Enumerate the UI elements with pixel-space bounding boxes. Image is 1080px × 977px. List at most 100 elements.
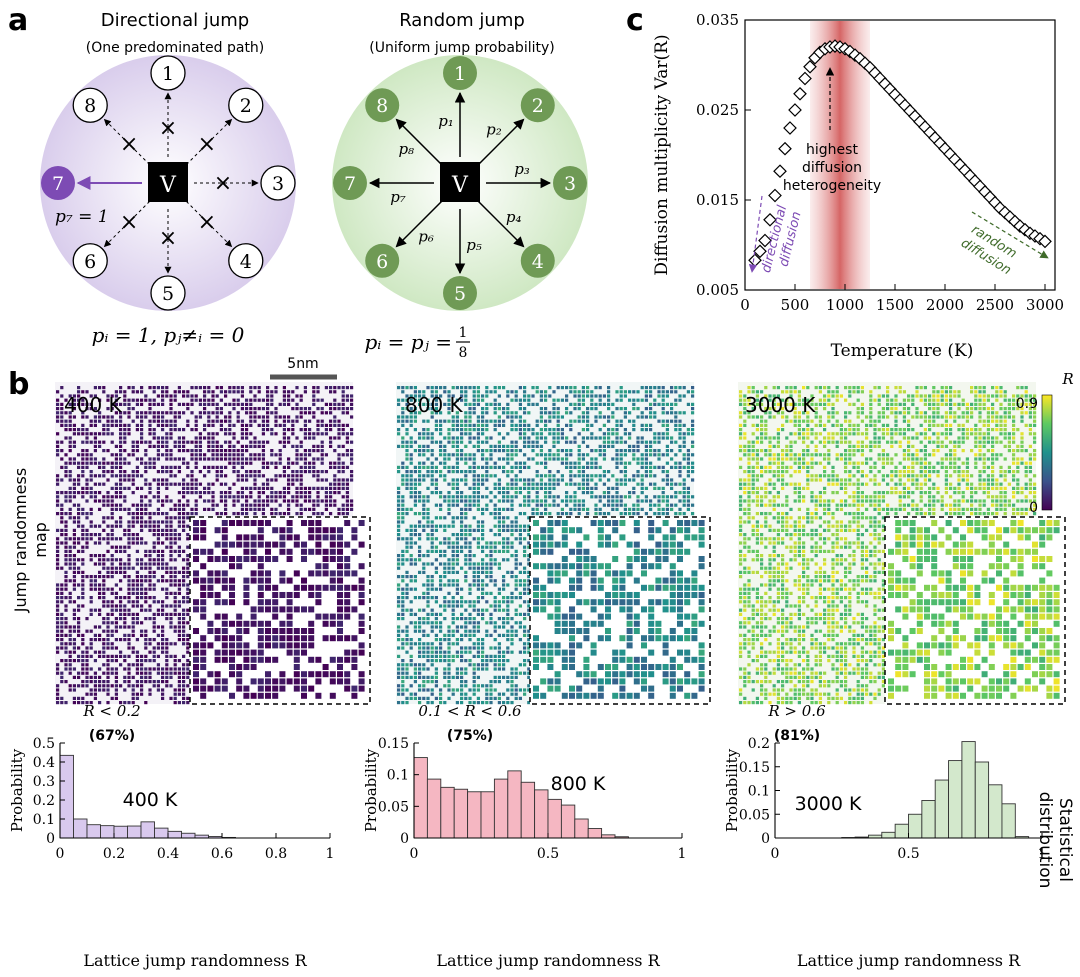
map-site [312, 499, 316, 503]
map-site [329, 503, 333, 507]
inset-site [200, 685, 207, 692]
map-site [464, 423, 468, 427]
map-site [657, 457, 661, 461]
inset-site [286, 548, 293, 555]
map-site [577, 402, 581, 406]
map-site [274, 419, 278, 423]
map-site [144, 541, 148, 545]
directional-arrow-8 [103, 118, 150, 165]
map-site [177, 440, 181, 444]
map-site [110, 621, 114, 625]
map-site [140, 541, 144, 545]
map-site [451, 541, 455, 545]
map-site [527, 503, 531, 507]
map-site [418, 629, 422, 633]
map-site [114, 621, 118, 625]
map-site [127, 486, 131, 490]
map-site [131, 629, 135, 633]
map-site [56, 608, 60, 612]
map-site [598, 411, 602, 415]
map-site [472, 554, 476, 558]
map-site [186, 512, 190, 516]
map-site [523, 407, 527, 411]
random-arrow-6 [395, 200, 443, 248]
map-site [102, 428, 106, 432]
map-site [119, 638, 123, 642]
map-site [169, 570, 173, 574]
map-site [64, 549, 68, 553]
map-site [426, 587, 430, 591]
map-site [426, 507, 430, 511]
map-site [261, 503, 265, 507]
map-site [198, 386, 202, 390]
map-site [565, 499, 569, 503]
map-site [418, 402, 422, 406]
map-site [476, 667, 480, 671]
map-site [405, 482, 409, 486]
map-site [623, 432, 627, 436]
map-site [81, 633, 85, 637]
map-site [127, 667, 131, 671]
map-site [270, 478, 274, 482]
map-site [472, 457, 476, 461]
map-site [114, 520, 118, 524]
map-site [144, 633, 148, 637]
inset-site [236, 642, 243, 649]
inset-site [286, 534, 293, 541]
map-site [548, 457, 552, 461]
map-site [527, 491, 531, 495]
map-site [661, 407, 665, 411]
inset-site [358, 685, 365, 692]
map-site [674, 386, 678, 390]
map-site [523, 390, 527, 394]
map-site [472, 428, 476, 432]
map-site [439, 541, 443, 545]
map-site [60, 415, 64, 419]
inset-site [286, 678, 293, 685]
map-site [253, 503, 257, 507]
map-site [345, 512, 349, 516]
map-site [177, 629, 181, 633]
map-site [422, 428, 426, 432]
map-site [148, 642, 152, 646]
map-site [476, 587, 480, 591]
map-site [106, 600, 110, 604]
map-site [586, 411, 590, 415]
inset-site [193, 548, 199, 555]
inset-site [200, 584, 207, 591]
map-site [261, 398, 265, 402]
map-site [119, 579, 123, 583]
map-site [312, 486, 316, 490]
map-site [123, 478, 127, 482]
map-site [493, 411, 497, 415]
map-site [56, 629, 60, 633]
map-site [72, 478, 76, 482]
map-site [653, 402, 657, 406]
map-site [316, 512, 320, 516]
map-site [413, 558, 417, 562]
map-site [539, 449, 543, 453]
map-site [127, 537, 131, 541]
map-site [485, 440, 489, 444]
map-site [489, 449, 493, 453]
map-site [670, 411, 674, 415]
map-site [691, 402, 695, 406]
map-site [68, 554, 72, 558]
map-site [303, 461, 307, 465]
map-site [56, 604, 60, 608]
map-site [177, 507, 181, 511]
map-site [144, 596, 148, 600]
map-site [89, 491, 93, 495]
map-site [451, 583, 455, 587]
map-site [422, 596, 426, 600]
map-site [56, 432, 60, 436]
directional-node-label: 3 [272, 173, 284, 195]
chart-c-point [778, 141, 792, 156]
map-site [102, 558, 106, 562]
inset-site [236, 685, 243, 692]
map-site [485, 411, 489, 415]
map-site [590, 394, 594, 398]
map-site [257, 486, 261, 490]
map-site [455, 558, 459, 562]
map-site [299, 398, 303, 402]
